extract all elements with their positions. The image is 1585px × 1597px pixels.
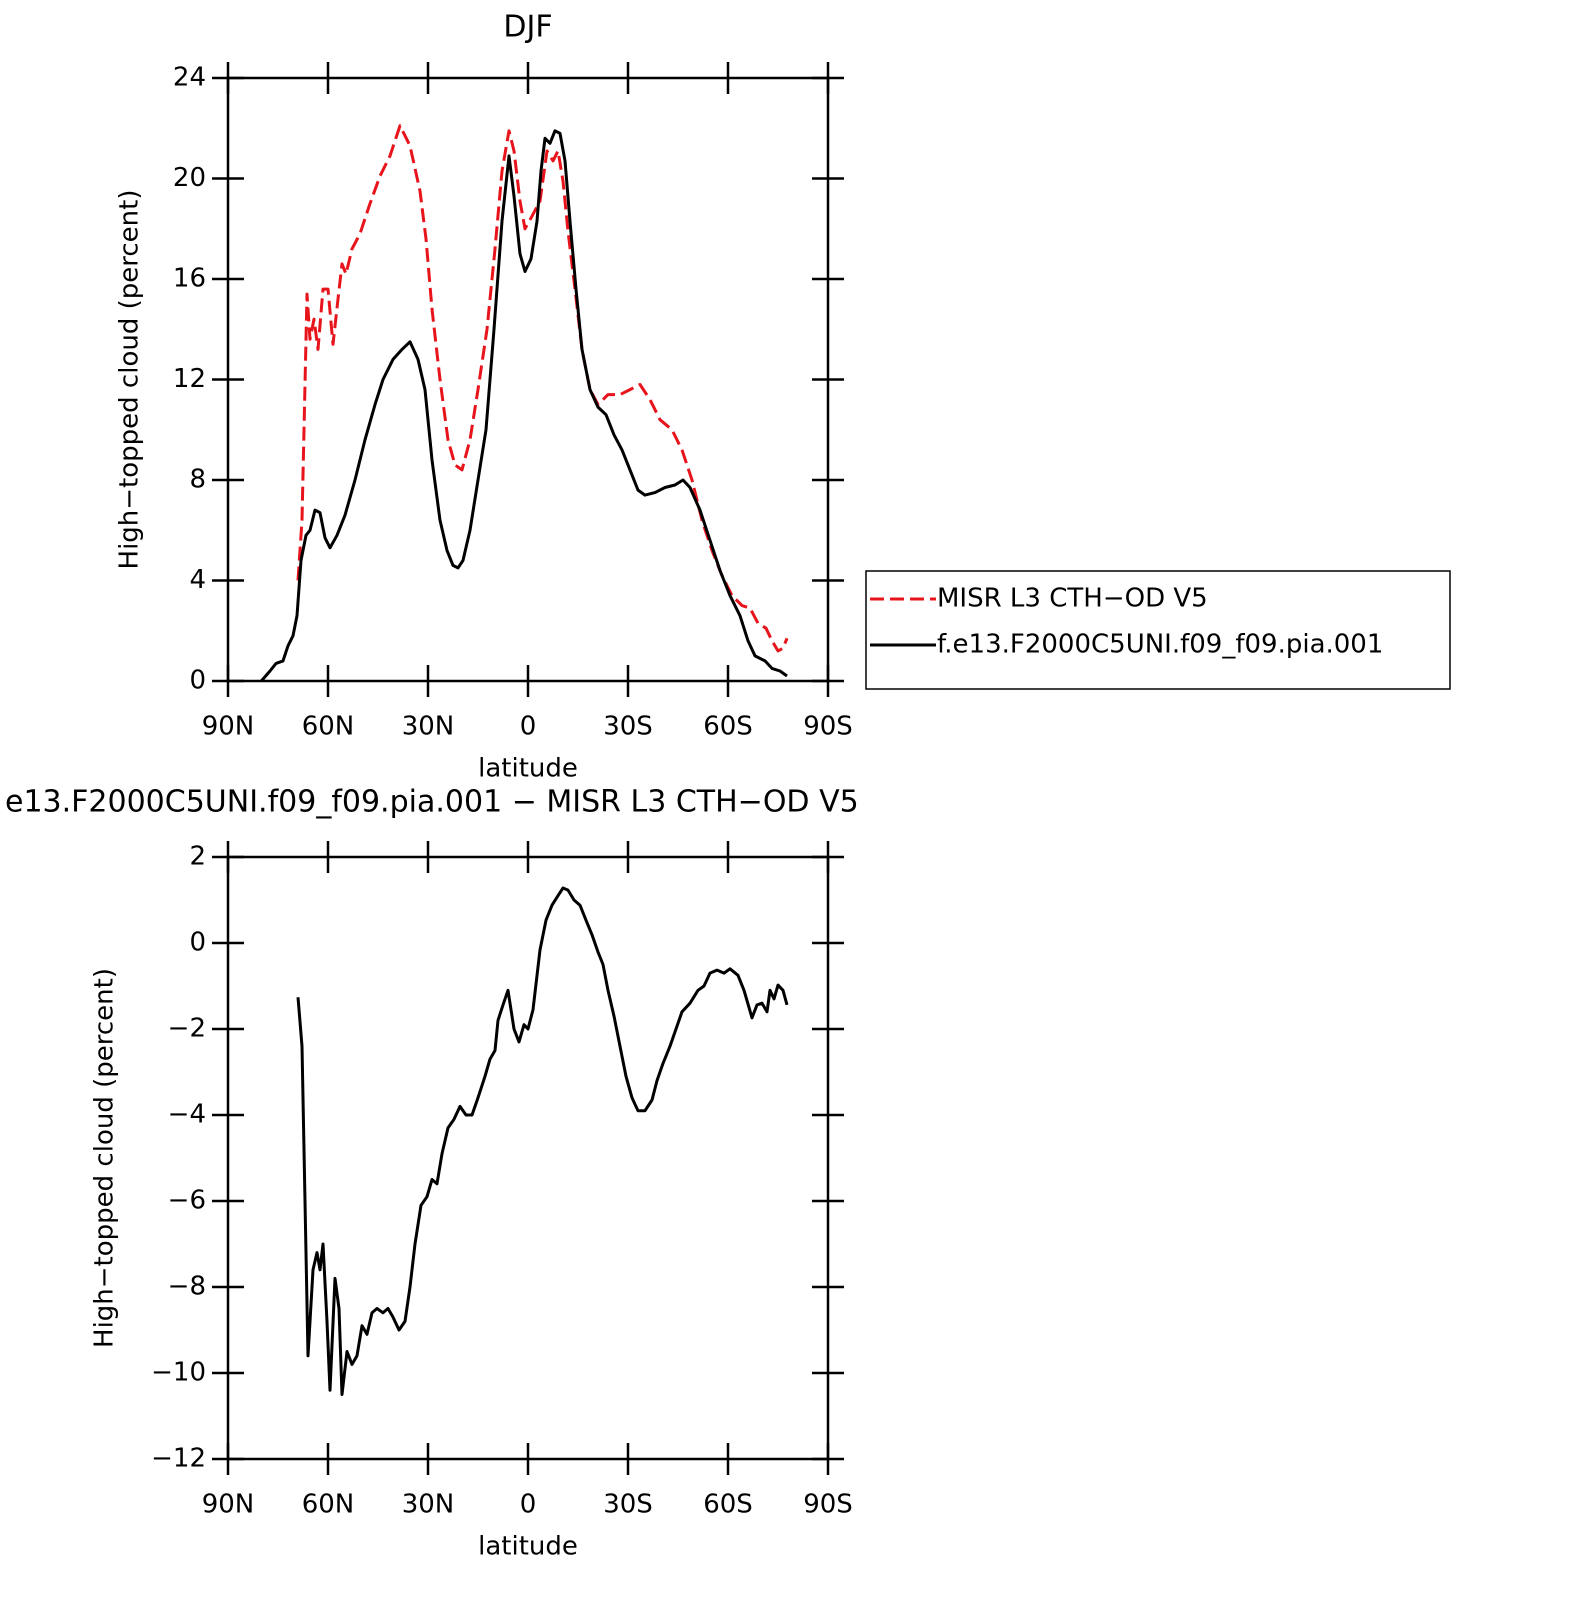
x-tick-label: 90N — [202, 712, 255, 742]
plot-frame — [226, 855, 830, 1461]
y-axis-label: High−topped cloud (percent) — [90, 968, 120, 1348]
x-axis-label: latitude — [478, 1532, 578, 1562]
y-tick-label: −6 — [168, 1186, 206, 1216]
data-line — [296, 124, 789, 653]
x-tick-label: 60S — [703, 712, 753, 742]
x-tick-label: 0 — [520, 1490, 537, 1520]
x-tick-label: 30S — [603, 1490, 653, 1520]
chart-title: DJF — [503, 10, 552, 45]
y-tick-label: 0 — [189, 666, 206, 696]
legend-box — [865, 570, 1451, 690]
y-tick-label: −10 — [151, 1358, 206, 1388]
y-tick-label: −4 — [168, 1100, 206, 1130]
x-tick-label: 30N — [402, 1490, 455, 1520]
x-tick-label: 60S — [703, 1490, 753, 1520]
y-tick-label: 20 — [173, 163, 206, 193]
x-tick-label: 90N — [202, 1490, 255, 1520]
data-line — [296, 886, 789, 1396]
y-tick-label: 4 — [189, 565, 206, 595]
y-tick-label: −12 — [151, 1444, 206, 1474]
x-tick-label: 0 — [520, 712, 537, 742]
y-axis-label: High−topped cloud (percent) — [115, 190, 145, 570]
y-tick-label: −8 — [168, 1272, 206, 1302]
x-axis-label: latitude — [478, 754, 578, 784]
x-tick-label: 60N — [302, 1490, 355, 1520]
x-tick-label: 90S — [803, 1490, 853, 1520]
x-tick-label: 30S — [603, 712, 653, 742]
x-tick-label: 90S — [803, 712, 853, 742]
y-tick-label: 12 — [173, 364, 206, 394]
y-tick-label: 2 — [189, 842, 206, 872]
x-tick-label: 60N — [302, 712, 355, 742]
x-tick-label: 30N — [402, 712, 455, 742]
plot-frame — [226, 76, 830, 683]
y-tick-label: 0 — [189, 928, 206, 958]
y-tick-label: 16 — [173, 264, 206, 294]
chart-title: e13.F2000C5UNI.f09_f09.pia.001 − MISR L3… — [5, 785, 859, 820]
legend-label: f.e13.F2000C5UNI.f09_f09.pia.001 — [937, 630, 1383, 660]
y-tick-label: 24 — [173, 63, 206, 93]
y-tick-label: −2 — [168, 1014, 206, 1044]
data-line — [260, 129, 788, 682]
y-tick-label: 8 — [189, 465, 206, 495]
legend-label: MISR L3 CTH−OD V5 — [937, 584, 1208, 614]
